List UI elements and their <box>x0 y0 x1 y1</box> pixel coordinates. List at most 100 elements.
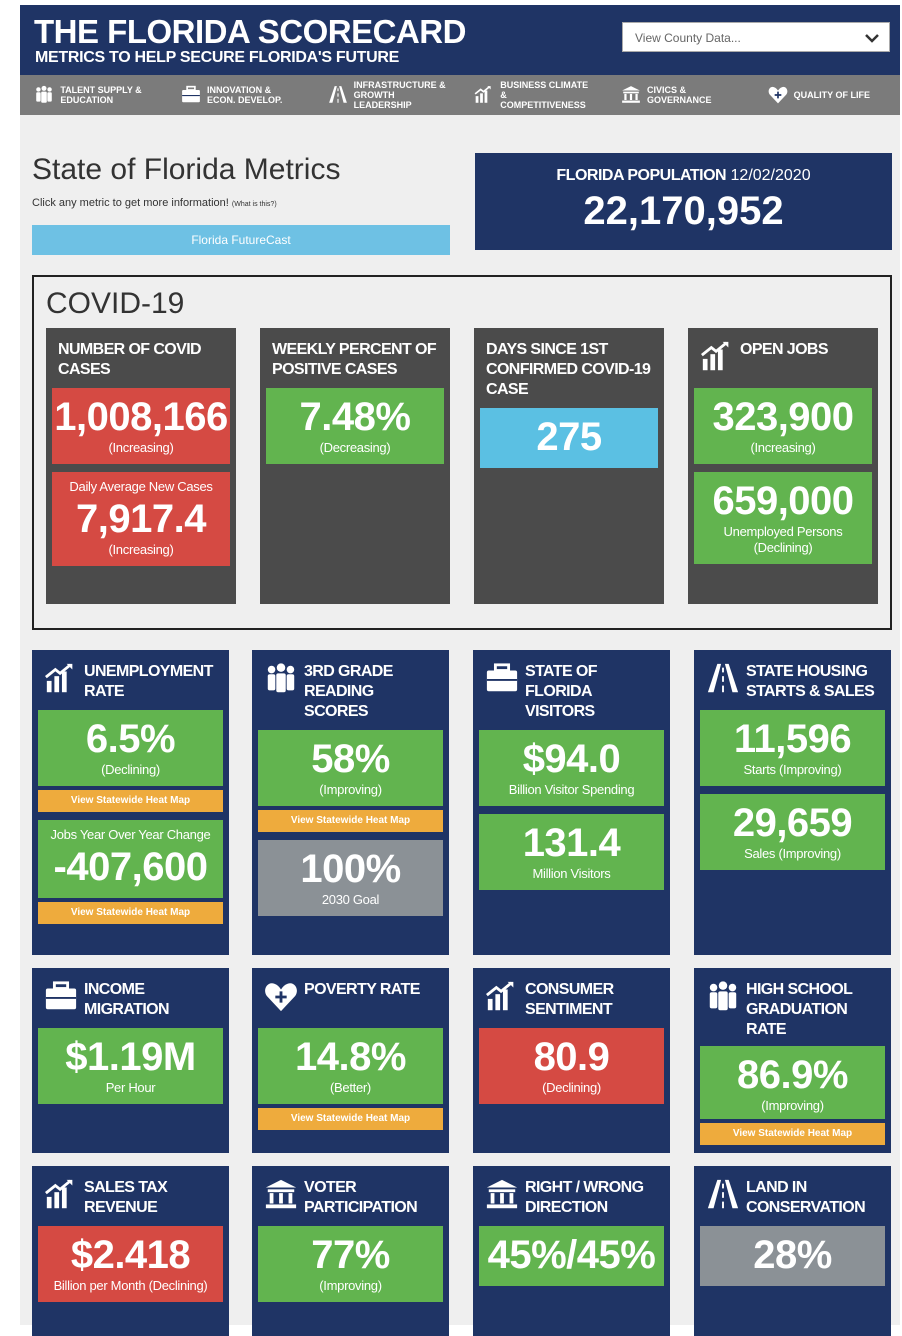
metric-card[interactable]: INCOME MIGRATION $1.19M Per Hour <box>32 968 229 1153</box>
population-label: FLORIDA POPULATION <box>556 167 727 184</box>
metric-card[interactable]: POVERTY RATE 14.8% (Better) View Statewide … <box>252 968 449 1153</box>
tile-label: Daily Average New Cases <box>69 479 213 494</box>
metric-tile: 275 <box>480 408 658 468</box>
hint: Click any metric to get more information… <box>32 197 277 209</box>
site-title[interactable]: THE FLORIDA SCORECARD <box>34 13 466 50</box>
tile-value: 100% <box>300 847 401 891</box>
metric-card[interactable]: 3RD GRADE READING SCORES 58% (Improving) Vi… <box>252 650 449 955</box>
tile-caption: Billion Visitor Spending <box>508 782 635 797</box>
card-title: OPEN JOBS <box>740 341 829 358</box>
metric-card[interactable]: WEEKLY PERCENT OF POSITIVE CASES 7.48% (De… <box>260 328 450 604</box>
tile-caption: (Decreasing) <box>319 440 391 455</box>
tile-value: 14.8% <box>295 1035 406 1079</box>
tile-value: $1.19M <box>65 1035 196 1079</box>
tile-value: 28% <box>753 1233 832 1277</box>
tile-value: 11,596 <box>733 717 852 761</box>
tile-caption: Per Hour <box>105 1080 156 1095</box>
tile-caption: (Improving) <box>761 1097 824 1113</box>
site-subtitle: METRICS TO HELP SECURE FLORIDA'S FUTURE <box>35 49 399 66</box>
metric-tile: 7.48% (Decreasing) <box>266 388 444 464</box>
nav-item[interactable]: BUSINESS CLIMATE & COMPETITIVENESS <box>474 80 592 110</box>
nav-item[interactable]: TALENT SUPPLY & EDUCATION <box>34 85 152 105</box>
heat-map-link[interactable]: View Statewide Heat Map <box>258 1108 443 1130</box>
metric-tile: 6.5% (Declining) <box>38 710 223 786</box>
card-title: HIGH SCHOOL GRADUATION RATE <box>746 981 853 1038</box>
metric-card[interactable]: SALES TAX REVENUE $2.418 Billion per Month… <box>32 1166 229 1336</box>
tile-value: 323,900 <box>712 395 854 439</box>
card-header: STATE OF FLORIDA VISITORS <box>473 650 670 730</box>
card-title: CONSUMER SENTIMENT <box>525 981 614 1018</box>
heat-map-link[interactable]: View Statewide Heat Map <box>700 1123 885 1145</box>
metric-tile: Jobs Year Over Year Change -407,600 <box>38 820 223 898</box>
tile-value: 275 <box>536 415 602 459</box>
metric-card[interactable]: STATE HOUSING STARTS & SALES 11,596 Starts… <box>694 650 891 955</box>
card-header: RIGHT / WRONG DIRECTION <box>473 1166 670 1226</box>
metric-card[interactable]: OPEN JOBS 323,900 (Increasing) 659,000 Unemp… <box>688 328 878 604</box>
futurecast-button[interactable]: Florida FutureCast <box>32 225 450 255</box>
card-header: VOTER PARTICIPATION <box>252 1166 449 1226</box>
heat-map-link[interactable]: View Statewide Heat Map <box>258 810 443 832</box>
tile-value: 7.48% <box>299 395 411 439</box>
icon <box>707 663 739 693</box>
tile-value: -407,600 <box>53 845 208 889</box>
metric-tile: 28% <box>700 1226 885 1286</box>
tile-caption: Sales (Improving) <box>744 846 841 861</box>
card-title: LAND IN CONSERVATION <box>746 1179 866 1216</box>
metric-tile: 29,659 Sales (Improving) <box>700 794 885 870</box>
nav-item[interactable]: CIVICS & GOVERNANCE <box>621 85 739 105</box>
card-title: RIGHT / WRONG DIRECTION <box>525 1179 644 1216</box>
heat-map-link[interactable]: View Statewide Heat Map <box>38 902 223 924</box>
metric-tile: 131.4 Million Visitors <box>479 814 664 890</box>
icon <box>486 1179 518 1209</box>
icon <box>486 981 514 1011</box>
tile-value: 659,000 <box>712 479 854 523</box>
card-header: HIGH SCHOOL GRADUATION RATE <box>694 968 891 1046</box>
metric-tile: 58% (Improving) <box>258 730 443 806</box>
tile-caption: (Increasing) <box>108 440 174 455</box>
card-title: UNEMPLOYMENT RATE <box>84 663 213 700</box>
tile-value: 80.9 <box>533 1035 610 1079</box>
icon <box>622 86 640 103</box>
metric-card[interactable]: RIGHT / WRONG DIRECTION 45%/45% <box>473 1166 670 1336</box>
tile-value: 29,659 <box>732 801 853 845</box>
metric-tile: $1.19M Per Hour <box>38 1028 223 1104</box>
card-header: 3RD GRADE READING SCORES <box>252 650 449 730</box>
nav-item[interactable]: QUALITY OF LIFE <box>768 85 886 105</box>
hint-link[interactable]: (What is this?) <box>231 201 277 208</box>
county-select[interactable]: View County Data... <box>622 22 890 52</box>
population-date: 12/02/2020 <box>730 167 811 184</box>
icon <box>45 663 73 693</box>
metric-card[interactable]: UNEMPLOYMENT RATE 6.5% (Declining) View Sta… <box>32 650 229 955</box>
card-header: SALES TAX REVENUE <box>32 1166 229 1226</box>
card-title: NUMBER OF COVID CASES <box>58 341 202 378</box>
page-title: State of Florida Metrics <box>32 153 341 186</box>
card-header: UNEMPLOYMENT RATE <box>32 650 229 710</box>
metric-card[interactable]: STATE OF FLORIDA VISITORS $94.0 Billion Vi… <box>473 650 670 955</box>
heat-map-link[interactable]: View Statewide Heat Map <box>38 790 223 812</box>
header: THE FLORIDA SCORECARD METRICS TO HELP SE… <box>20 5 900 75</box>
tile-value: 86.9% <box>737 1052 848 1097</box>
metric-tile: 80.9 (Declining) <box>479 1028 664 1104</box>
tile-caption: (Increasing) <box>108 542 174 557</box>
metric-card[interactable]: VOTER PARTICIPATION 77% (Improving) <box>252 1166 449 1336</box>
covid-section <box>32 275 892 630</box>
nav-item[interactable]: INFRASTRUCTURE & GROWTH LEADERSHIP <box>328 80 446 110</box>
metric-card[interactable]: CONSUMER SENTIMENT 80.9 (Declining) <box>473 968 670 1153</box>
metric-card[interactable]: LAND IN CONSERVATION 28% <box>694 1166 891 1336</box>
metric-card[interactable]: DAYS SINCE 1ST CONFIRMED COVID-19 CASE 27… <box>474 328 664 604</box>
metric-tile: 86.9% (Improving) <box>700 1045 885 1119</box>
population-heading: FLORIDA POPULATION 12/02/2020 <box>475 167 892 185</box>
metric-card[interactable]: NUMBER OF COVID CASES 1,008,166 (Increasin… <box>46 328 236 604</box>
nav-item[interactable]: INNOVATION & ECON. DEVELOP. <box>181 85 299 105</box>
icon <box>768 86 787 104</box>
tile-value: 6.5% <box>85 717 176 761</box>
tile-value: 45%/45% <box>487 1233 656 1277</box>
section-title: COVID-19 <box>46 287 185 320</box>
metric-card[interactable]: HIGH SCHOOL GRADUATION RATE 86.9% (Improvi… <box>694 968 891 1153</box>
icon <box>486 663 518 692</box>
population-value: 22,170,952 <box>583 189 784 233</box>
icon <box>36 85 53 103</box>
card-header: DAYS SINCE 1ST CONFIRMED COVID-19 CASE <box>474 328 664 408</box>
tile-caption: (Declining) <box>101 762 160 777</box>
